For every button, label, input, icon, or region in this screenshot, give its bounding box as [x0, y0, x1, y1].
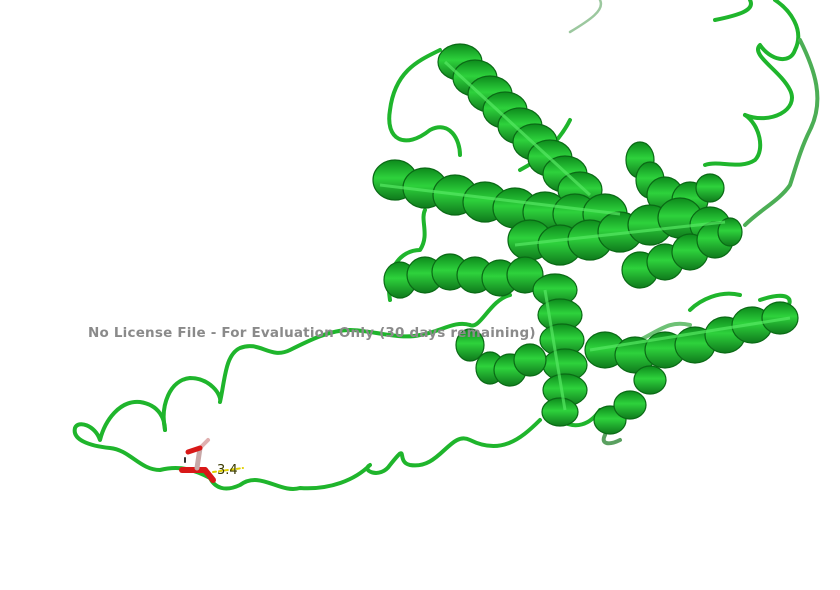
helix-lower-left [455, 328, 547, 387]
helix-lower-right [584, 301, 799, 374]
helix-left-middle [383, 253, 544, 299]
helix-highlights [379, 60, 791, 411]
helix-long-diagonal [437, 43, 603, 209]
helix-bundle [372, 43, 799, 435]
helix-bottom [593, 365, 667, 435]
helix-right-middle [621, 217, 743, 289]
distance-measurement-label: 3.4 [217, 463, 238, 478]
ligand-sticks [179, 438, 244, 483]
evaluation-watermark: No License File - For Evaluation Only (3… [88, 325, 536, 341]
